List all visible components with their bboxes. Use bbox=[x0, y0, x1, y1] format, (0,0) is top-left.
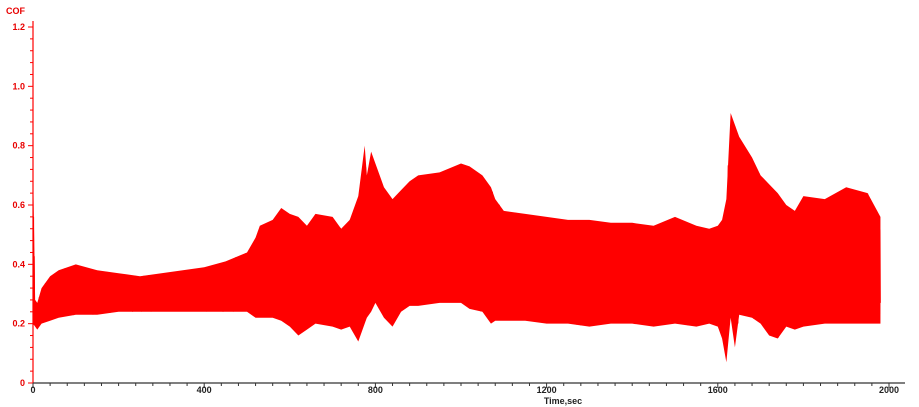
series-line bbox=[32, 121, 881, 349]
x-tick-label: 0 bbox=[30, 385, 35, 395]
x-tick-label: 1600 bbox=[708, 385, 728, 395]
x-tick-label: 400 bbox=[197, 385, 212, 395]
y-axis-title: COF bbox=[6, 6, 26, 16]
y-tick-label: 0.2 bbox=[12, 319, 25, 329]
y-tick-label: 0.4 bbox=[12, 259, 25, 269]
y-tick-label: 0 bbox=[20, 378, 25, 388]
x-tick-label: 2000 bbox=[879, 385, 899, 395]
y-tick-label: 0.8 bbox=[12, 141, 25, 151]
axes-layer: 0 0.2 0.4 0.6 0.8 1.0 1.2 0 400 800 1200 1600 2000 bbox=[12, 21, 905, 395]
x-tick-label: 800 bbox=[368, 385, 383, 395]
y-tick-label: 0.6 bbox=[12, 200, 25, 210]
y-tick-label: 1.2 bbox=[12, 22, 25, 32]
x-axis-title: Time,sec bbox=[544, 396, 582, 406]
y-tick-label: 1.0 bbox=[12, 81, 25, 91]
x-tick-label: 1200 bbox=[537, 385, 557, 395]
series-layer bbox=[32, 113, 881, 363]
